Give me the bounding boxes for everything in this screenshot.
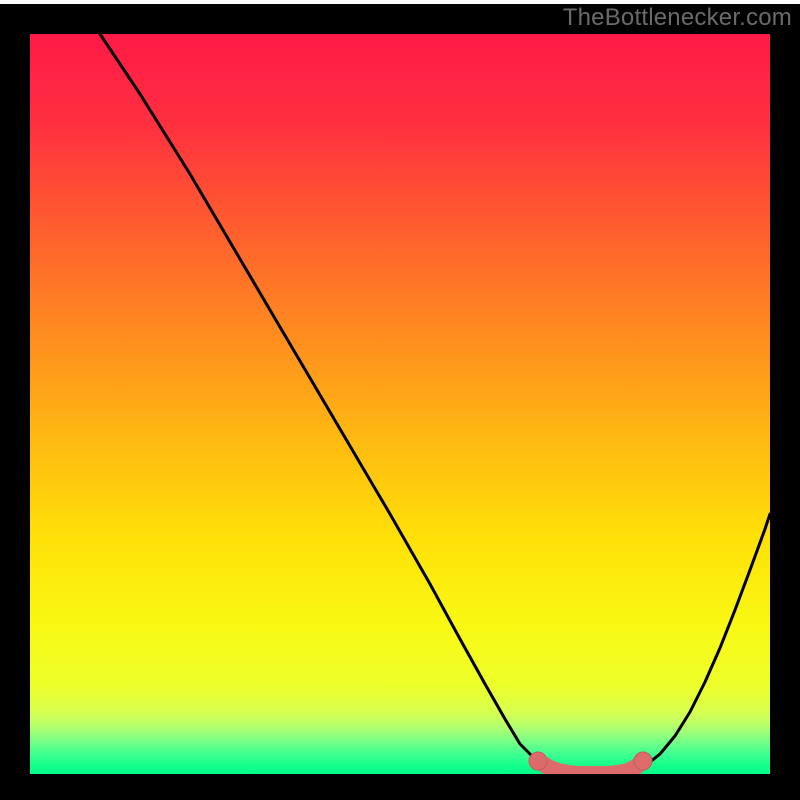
optimal-range-end-knob — [634, 752, 652, 770]
bottleneck-curve-plot — [30, 34, 770, 774]
watermark-text: TheBottlenecker.com — [563, 4, 792, 32]
chart-canvas: TheBottlenecker.com — [0, 0, 800, 800]
plot-background-gradient — [30, 34, 770, 774]
optimal-range-start-knob — [529, 752, 547, 770]
